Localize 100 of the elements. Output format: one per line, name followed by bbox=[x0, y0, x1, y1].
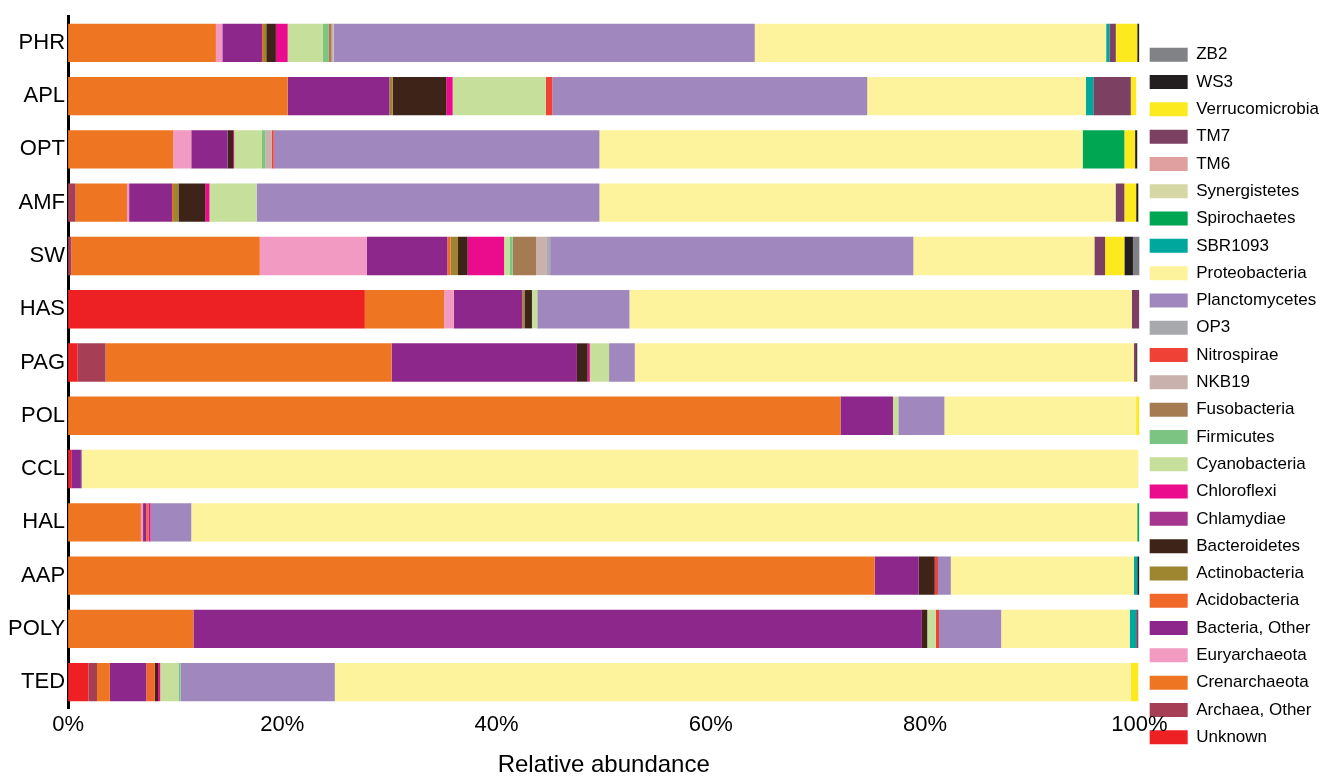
legend-label: Spirochaetes bbox=[1196, 208, 1296, 228]
bar bbox=[524, 290, 532, 329]
bar bbox=[68, 130, 174, 169]
bar bbox=[75, 183, 127, 222]
bar bbox=[453, 290, 523, 329]
bar bbox=[266, 23, 276, 63]
bar bbox=[467, 236, 505, 276]
bar bbox=[754, 23, 1107, 63]
x-tick-label: 80% bbox=[903, 711, 948, 737]
legend-label: Bacteria, Other bbox=[1196, 617, 1311, 637]
bar bbox=[550, 236, 914, 276]
legend-label: Planctomycetes bbox=[1196, 290, 1317, 310]
bar bbox=[1082, 130, 1125, 169]
legend-label: Cyanobacteria bbox=[1196, 453, 1307, 473]
bar bbox=[259, 236, 367, 276]
bar bbox=[1124, 183, 1137, 222]
bar bbox=[88, 662, 97, 702]
bar bbox=[944, 396, 1137, 435]
bar bbox=[1136, 609, 1139, 649]
bar bbox=[71, 236, 260, 276]
bar bbox=[68, 23, 216, 63]
bar bbox=[1001, 609, 1130, 649]
legend-label: NKB19 bbox=[1196, 372, 1251, 392]
legend-label: WS3 bbox=[1196, 71, 1234, 91]
bar bbox=[1109, 23, 1116, 63]
bar bbox=[447, 236, 451, 276]
bar bbox=[158, 662, 161, 702]
y-tick-label: PHR bbox=[18, 28, 66, 54]
bar bbox=[1130, 662, 1139, 702]
bar bbox=[81, 449, 1139, 489]
bar bbox=[160, 662, 179, 702]
bar bbox=[950, 556, 1135, 595]
bar bbox=[512, 236, 537, 276]
bar bbox=[504, 236, 510, 276]
bar bbox=[366, 236, 448, 276]
bar bbox=[222, 23, 262, 63]
bar bbox=[935, 609, 940, 649]
legend-label: TM7 bbox=[1196, 126, 1231, 146]
legend-label: Verrucomicrobia bbox=[1196, 99, 1320, 119]
bar bbox=[1106, 23, 1110, 63]
bar bbox=[333, 23, 755, 63]
bar bbox=[921, 609, 928, 649]
x-tick-label: 100% bbox=[1111, 711, 1168, 737]
y-tick-label: OPT bbox=[19, 135, 66, 161]
y-tick-label: TED bbox=[21, 668, 66, 694]
x-tick-label: 60% bbox=[688, 711, 733, 737]
legend-label: OP3 bbox=[1196, 317, 1231, 337]
bar bbox=[1124, 130, 1136, 169]
bar bbox=[287, 23, 324, 63]
legend-label: Chloroflexi bbox=[1196, 481, 1277, 501]
bar bbox=[287, 76, 390, 116]
bar bbox=[173, 130, 192, 169]
bar bbox=[150, 503, 192, 542]
bar bbox=[840, 396, 893, 435]
legend-label: Unknown bbox=[1196, 726, 1268, 746]
legend-label: Fusobacteria bbox=[1196, 399, 1295, 419]
legend-label: Acidobacteria bbox=[1196, 590, 1300, 610]
bar bbox=[1136, 396, 1140, 435]
bar bbox=[96, 662, 110, 702]
bar bbox=[178, 662, 181, 702]
bar bbox=[1105, 236, 1125, 276]
y-tick-label: HAS bbox=[19, 295, 66, 321]
bar bbox=[867, 76, 1086, 116]
bar bbox=[68, 503, 141, 542]
bar bbox=[146, 662, 155, 702]
x-tick-label: 20% bbox=[260, 711, 305, 737]
bar bbox=[1094, 236, 1106, 276]
y-tick-label: SW bbox=[29, 242, 66, 268]
bar bbox=[178, 183, 206, 222]
bar bbox=[105, 343, 392, 382]
bar bbox=[68, 609, 194, 649]
bar bbox=[446, 76, 453, 116]
bar bbox=[1137, 503, 1140, 542]
bar bbox=[227, 130, 234, 169]
legend-label: Bacteroidetes bbox=[1196, 535, 1301, 555]
bar bbox=[275, 23, 288, 63]
bar bbox=[193, 609, 922, 649]
legend-label: Firmicutes bbox=[1196, 426, 1275, 446]
legend-label: Proteobacteria bbox=[1196, 262, 1308, 282]
bar bbox=[68, 76, 288, 116]
legend-label: TM6 bbox=[1196, 153, 1231, 173]
x-tick-label: 0% bbox=[52, 711, 84, 737]
bar bbox=[609, 343, 635, 382]
bar bbox=[271, 130, 274, 169]
bar bbox=[1135, 130, 1138, 169]
y-tick-label: APL bbox=[23, 82, 66, 108]
bar bbox=[546, 236, 551, 276]
bar bbox=[576, 343, 588, 382]
bar bbox=[937, 556, 951, 595]
legend-label: Crenarchaeota bbox=[1196, 672, 1310, 692]
bar bbox=[173, 183, 179, 222]
y-tick-label: PAG bbox=[20, 348, 66, 374]
y-tick-label: POL bbox=[21, 401, 66, 427]
bar bbox=[126, 183, 130, 222]
bar bbox=[934, 556, 938, 595]
bar bbox=[509, 236, 513, 276]
y-tick-label: CCL bbox=[21, 455, 66, 481]
bar bbox=[452, 76, 546, 116]
bar bbox=[68, 396, 841, 435]
bar bbox=[589, 343, 610, 382]
